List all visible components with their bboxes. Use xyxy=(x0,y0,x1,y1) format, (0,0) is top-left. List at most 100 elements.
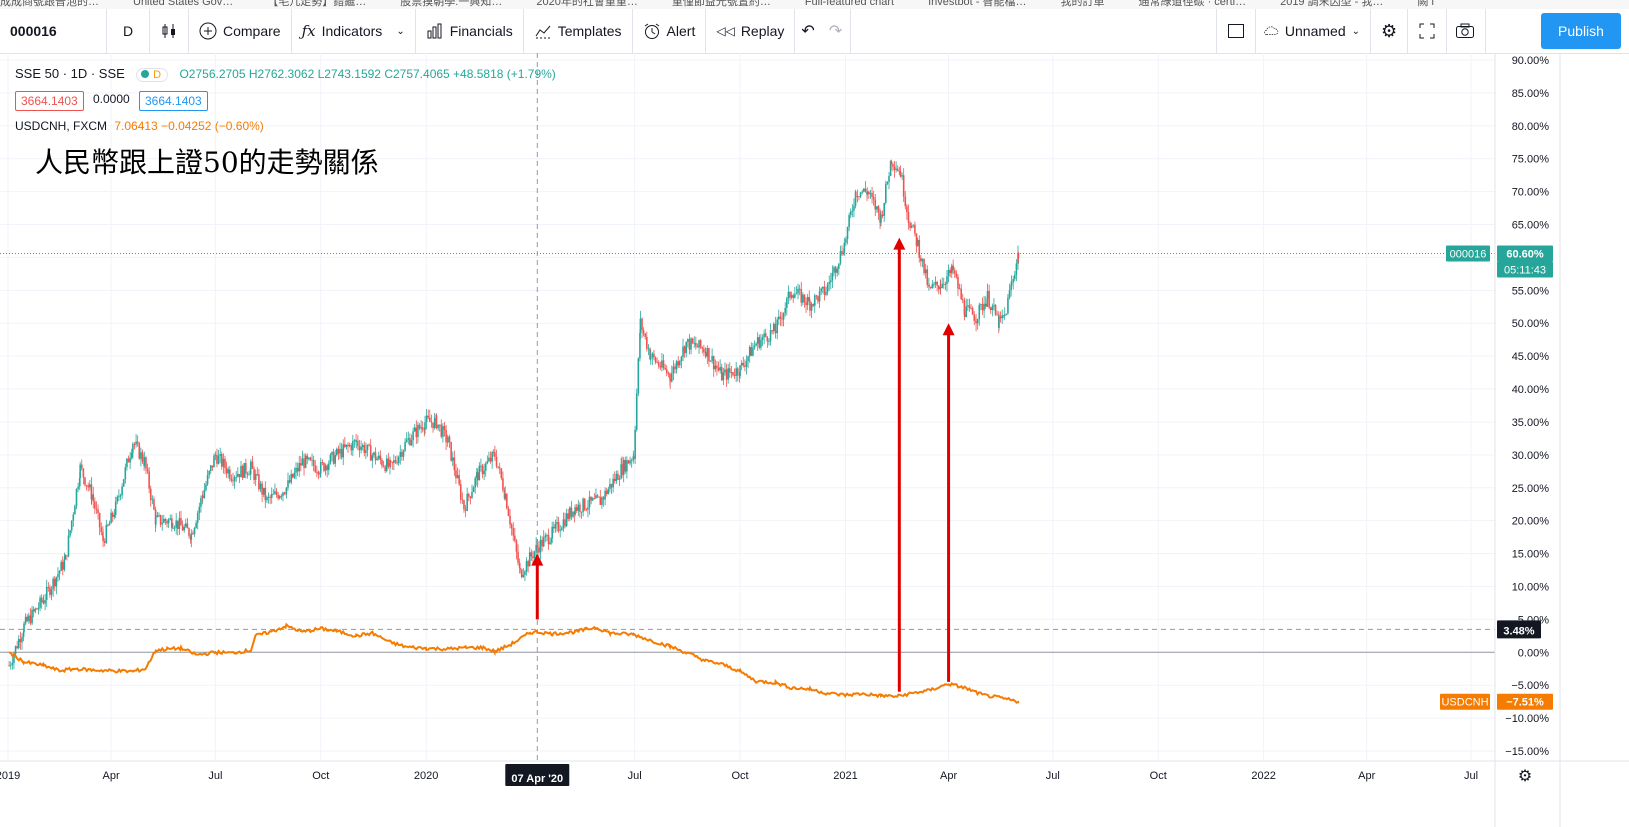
candle-body xyxy=(193,527,196,535)
chart-annotation-text[interactable]: 人民幣跟上證50的走勢關係 xyxy=(35,146,379,179)
interval-button[interactable]: D xyxy=(107,9,150,53)
indicators-button[interactable]: ƒx Indicators ⌄ xyxy=(292,9,416,53)
main-series-tag[interactable]: 000016 xyxy=(1450,248,1487,260)
candle-body xyxy=(377,455,380,459)
bookmark-item[interactable]: 通常綠道徑碳 · certi… xyxy=(1138,0,1247,8)
bar-countdown[interactable]: 05:11:43 xyxy=(1504,264,1546,276)
candle-body xyxy=(502,478,504,491)
candle-body xyxy=(235,476,238,478)
undo-button[interactable]: ↶ xyxy=(795,9,820,53)
candle-body xyxy=(691,338,694,344)
fullscreen-button[interactable] xyxy=(1408,9,1447,53)
candle-body xyxy=(507,508,510,516)
candle-body xyxy=(246,473,249,475)
alarm-clock-icon xyxy=(644,23,659,39)
replay-button[interactable]: ◁◁ Replay xyxy=(706,9,796,53)
publish-button[interactable]: Publish xyxy=(1541,13,1621,49)
crosshair-date-label[interactable]: 07 Apr '20 xyxy=(511,773,563,785)
candle-body xyxy=(704,352,707,357)
candle-body xyxy=(245,463,247,474)
main-series-value[interactable]: 60.60% xyxy=(1506,248,1544,260)
candle-body xyxy=(632,456,635,459)
bookmark-item[interactable]: Investbot - 智能檔… xyxy=(928,0,1027,8)
compare-series-value[interactable]: −7.51% xyxy=(1506,697,1544,709)
candle-body xyxy=(163,519,165,523)
bookmark-item[interactable]: 【毛几走勢】錯繼… xyxy=(267,0,367,8)
bookmark-item[interactable]: 成成商號跟普泡的… xyxy=(0,0,99,8)
candle-body xyxy=(653,353,655,358)
candle-body xyxy=(794,294,796,298)
candle-body xyxy=(171,518,173,528)
y-tick-label: −15.00% xyxy=(1505,746,1549,758)
redo-button[interactable]: ↷ xyxy=(821,9,852,53)
candle-body xyxy=(108,523,111,526)
candle-body xyxy=(481,465,484,475)
ask-price-box[interactable]: 3664.1403 xyxy=(139,91,208,111)
candle-body xyxy=(937,285,940,290)
candle-body xyxy=(797,288,799,294)
candle-body xyxy=(748,347,751,357)
candle-body xyxy=(143,457,146,466)
candle-body xyxy=(967,305,969,307)
candle-body xyxy=(798,288,801,290)
bookmark-item[interactable]: 闕 i xyxy=(1417,0,1434,8)
candle-body xyxy=(287,480,289,488)
alert-button[interactable]: Alert xyxy=(633,9,707,53)
candle-body xyxy=(769,330,772,342)
candle-body xyxy=(777,316,780,320)
symbol-search[interactable]: 000016 xyxy=(0,9,107,53)
candle-body xyxy=(732,372,734,376)
price-chart[interactable]: 90.00%85.00%80.00%75.00%70.00%65.00%60.0… xyxy=(0,53,1629,827)
candle-body xyxy=(222,458,225,467)
layout-name-button[interactable]: Unnamed ⌄ xyxy=(1253,9,1371,53)
candle-body xyxy=(1003,315,1006,316)
gear-icon[interactable]: ⚙ xyxy=(1518,768,1532,785)
financials-label: Financials xyxy=(449,23,513,39)
candle-body xyxy=(838,263,840,269)
main-series-title[interactable]: SSE 50 · 1D · SSE xyxy=(15,66,125,81)
candle-body xyxy=(970,307,972,309)
bookmark-item[interactable]: 重僅節益光號置約… xyxy=(671,0,771,8)
layout-toggle-button[interactable] xyxy=(1216,9,1256,53)
candle-body xyxy=(720,366,723,381)
candle-body xyxy=(1003,315,1005,317)
snapshot-button[interactable] xyxy=(1445,9,1486,53)
candle-body xyxy=(9,664,12,666)
bookmark-item[interactable]: Full-featured chart xyxy=(804,0,895,8)
settings-button[interactable]: ⚙ xyxy=(1371,9,1409,53)
bookmark-item[interactable]: 我的訂單 xyxy=(1060,0,1105,8)
candle-body xyxy=(154,516,157,525)
candle-body xyxy=(688,339,691,350)
bookmark-item[interactable]: 2020年的社會重重… xyxy=(536,0,638,8)
compare-series-tag[interactable]: USDCNH xyxy=(1441,697,1488,709)
candle-body xyxy=(836,268,839,273)
chart-style-button[interactable] xyxy=(150,9,189,53)
candle-body xyxy=(1010,282,1013,286)
candle-body xyxy=(23,623,25,632)
crosshair-price-label[interactable]: 3.48% xyxy=(1503,625,1534,637)
templates-button[interactable]: Templates xyxy=(524,9,633,53)
compare-series-title[interactable]: USDCNH, FXCM xyxy=(15,119,107,133)
candle-body xyxy=(17,639,20,649)
candle-body xyxy=(453,457,456,471)
candle-body xyxy=(841,251,843,255)
candle-body xyxy=(727,368,729,380)
bookmark-item[interactable]: United States Gov… xyxy=(133,0,234,8)
candle-body xyxy=(61,561,64,570)
candle-body xyxy=(802,294,804,303)
candle-body xyxy=(111,512,114,517)
arrow-head xyxy=(893,237,906,250)
candle-body xyxy=(497,466,499,468)
candle-body xyxy=(119,495,122,497)
bid-price-box[interactable]: 3664.1403 xyxy=(15,91,84,111)
candle-body xyxy=(939,287,942,289)
y-tick-label: 10.00% xyxy=(1512,581,1550,593)
compare-button[interactable]: Compare xyxy=(189,9,292,53)
candle-body xyxy=(756,337,759,344)
candle-body xyxy=(864,188,867,192)
candle-body xyxy=(389,460,392,463)
bookmark-item[interactable]: 股票摸朝學:一興知… xyxy=(400,0,503,8)
candle-body xyxy=(787,291,790,299)
financials-button[interactable]: Financials xyxy=(416,9,524,53)
bookmark-item[interactable]: 2019 調末因型 - 我… xyxy=(1280,0,1384,8)
